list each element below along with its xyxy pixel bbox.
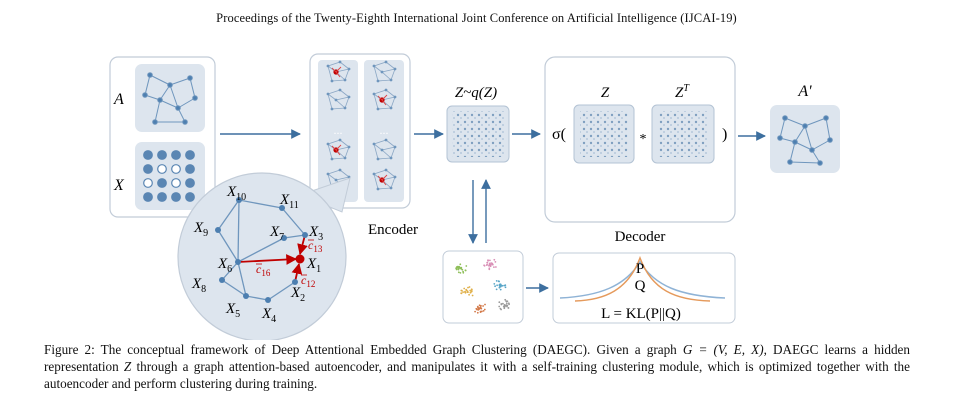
coef-label-c12: c12 <box>301 273 315 289</box>
node-label-x6: X6 <box>217 256 232 275</box>
adjacency-label: A <box>113 91 124 108</box>
loss-equation: L = KL(P||Q) <box>601 306 681 322</box>
output-graph-icon <box>777 115 833 166</box>
adjacency-box <box>135 64 205 132</box>
output-label: A' <box>797 83 812 100</box>
feature-matrix-icon <box>143 150 195 202</box>
attention-nodes <box>215 197 308 303</box>
cluster-scatter-icon <box>455 258 510 314</box>
decoder-z-label: Z <box>601 85 610 101</box>
node-label-x9: X9 <box>193 220 208 239</box>
encoder-ellipsis-2: ... <box>380 123 389 137</box>
sigma-open: σ( <box>552 126 566 143</box>
coef-label-c13: c13 <box>308 238 323 254</box>
attention-zoom-circle <box>177 172 347 340</box>
decoder-zt-label: ZT <box>675 83 690 101</box>
close-paren: ) <box>722 126 727 143</box>
feature-label: X <box>113 177 125 194</box>
loss-box <box>552 252 736 324</box>
attention-coefficients: c13 c16 c12 <box>256 238 323 289</box>
framework-figure: A X ... ... Encoder X10 X1 <box>109 53 840 340</box>
node-label-x4: X4 <box>261 306 276 325</box>
decoder-panel <box>544 56 736 223</box>
node-label-x8: X8 <box>191 276 206 295</box>
distribution-q-curve <box>559 260 726 299</box>
node-label-x7: X7 <box>269 224 284 243</box>
caption-math-graph: G = (V, E, X) <box>682 342 764 357</box>
running-head: Proceedings of the Twenty-Eighth Interna… <box>216 11 737 25</box>
encoder-graph-layers <box>326 60 397 191</box>
node-label-x11: X11 <box>279 192 299 211</box>
node-label-x3: X3 <box>308 224 323 243</box>
node-labels: X10 X11 X9 X7 X3 X6 X1 X8 X2 X5 X4 <box>191 184 323 325</box>
times-symbol: * <box>640 132 647 147</box>
node-label-x1: X1 <box>306 256 321 275</box>
encoder-label: Encoder <box>368 222 418 238</box>
coef-label-c16: c16 <box>256 262 271 278</box>
input-graph-icon <box>142 72 198 125</box>
node-label-x5: X5 <box>225 301 240 320</box>
cluster-scatter-box <box>442 250 524 324</box>
loss-P: P <box>636 261 644 277</box>
figure-caption: Figure 2: The conceptual framework of De… <box>44 342 911 392</box>
latent-label: Z~q(Z) <box>455 85 497 101</box>
attention-graph <box>217 199 306 301</box>
encoder-ellipsis-1: ... <box>334 123 343 137</box>
loss-Q: Q <box>635 278 646 294</box>
caption-math-z: Z <box>123 359 132 375</box>
node-label-x10: X10 <box>226 184 246 203</box>
attention-edges <box>237 234 308 283</box>
decoder-label: Decoder <box>615 229 666 245</box>
output-graph-box <box>770 105 840 173</box>
distribution-p-curve <box>574 255 711 302</box>
node-label-x2: X2 <box>290 285 305 304</box>
